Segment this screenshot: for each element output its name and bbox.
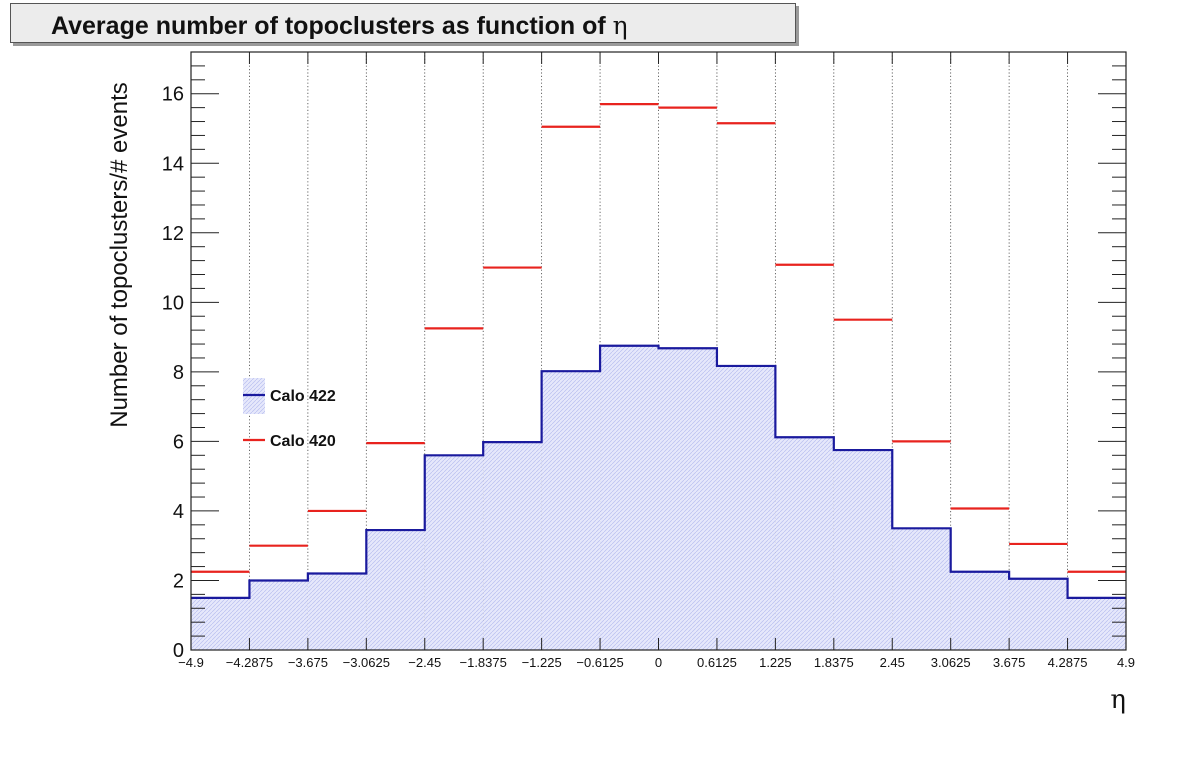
- y-tick-label: 6: [173, 431, 184, 453]
- y-tick-label: 0: [173, 640, 184, 662]
- bar-calo-422: [541, 371, 601, 650]
- y-tick-label: 10: [162, 292, 184, 314]
- bar-calo-422: [716, 365, 776, 650]
- x-tick-label: −1.225: [522, 655, 562, 670]
- y-tick-label: 2: [173, 570, 184, 592]
- fill-layer: [191, 345, 1126, 650]
- bar-calo-422: [892, 528, 951, 650]
- series-layer: [191, 103, 1126, 599]
- chart-title-box: Average number of topoclusters as functi…: [10, 3, 796, 43]
- bar-calo-422: [658, 348, 717, 650]
- x-tick-label: −1.8375: [460, 655, 507, 670]
- chart-title: Average number of topoclusters as functi…: [51, 11, 628, 41]
- y-tick-label: 4: [173, 501, 184, 523]
- x-tick-label: −4.2875: [226, 655, 273, 670]
- legend-label-calo-422: Calo 422: [270, 388, 336, 405]
- x-tick-label: 0.6125: [697, 655, 737, 670]
- bar-calo-422: [366, 530, 425, 650]
- y-tick-label: 8: [173, 362, 184, 384]
- bar-calo-422: [600, 345, 659, 650]
- y-axis-label: Number of topoclusters/# events: [106, 82, 133, 428]
- label-layer: −4.9 −4.2875 −3.675 −3.0625 −2.45 −1.8375 −1.2…: [162, 84, 1135, 670]
- x-tick-label: 1.225: [759, 655, 792, 670]
- tick-layer: [190, 51, 1127, 651]
- x-axis-label: η: [1110, 685, 1126, 715]
- legend: Calo 422 Calo 420: [243, 378, 336, 450]
- x-tick-label: 1.8375: [814, 655, 854, 670]
- bar-calo-422: [307, 573, 367, 650]
- bar-calo-422: [775, 437, 834, 650]
- bar-calo-422: [483, 442, 542, 650]
- x-tick-label: 0: [655, 655, 662, 670]
- y-tick-label: 16: [162, 84, 184, 106]
- bar-calo-422: [1067, 597, 1126, 650]
- x-tick-label: −2.45: [408, 655, 441, 670]
- x-tick-label: −0.6125: [576, 655, 623, 670]
- chart-title-text: Average number of topoclusters as functi…: [51, 12, 606, 40]
- bar-calo-422: [424, 455, 484, 650]
- x-tick-label: −4.9: [178, 655, 204, 670]
- x-tick-label: 4.2875: [1048, 655, 1088, 670]
- grid-layer: [249, 52, 1068, 650]
- y-tick-label: 14: [162, 153, 184, 175]
- bar-calo-422: [191, 597, 250, 650]
- chart-title-symbol: η: [612, 11, 628, 40]
- legend-label-calo-420: Calo 420: [270, 433, 336, 450]
- bar-calo-422: [1009, 578, 1068, 650]
- x-tick-label: 3.0625: [931, 655, 971, 670]
- bar-calo-422: [249, 580, 308, 650]
- x-tick-label: −3.675: [288, 655, 328, 670]
- bar-calo-422: [833, 450, 893, 650]
- x-tick-label: 2.45: [880, 655, 905, 670]
- x-tick-label: 3.675: [993, 655, 1026, 670]
- x-tick-label: 4.9: [1117, 655, 1135, 670]
- x-tick-label: −3.0625: [343, 655, 390, 670]
- step-line-calo-422: [191, 344, 1126, 599]
- y-tick-label: 12: [162, 223, 184, 245]
- bar-calo-422: [950, 571, 1010, 650]
